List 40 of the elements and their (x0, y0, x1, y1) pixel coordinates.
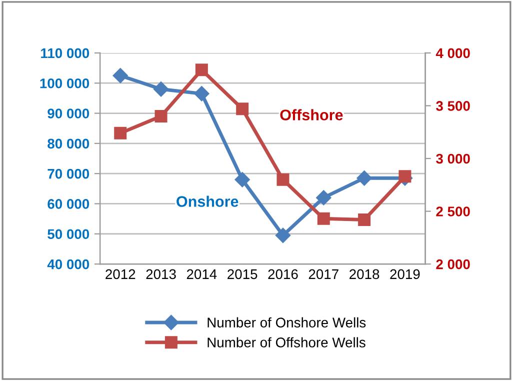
y-tick-label: 90 000 (48, 108, 90, 118)
x-tick-label: 2014 (186, 269, 217, 280)
x-tick-label: 2016 (268, 269, 298, 280)
y2-tick-label: 2 500 (436, 206, 470, 216)
point (276, 173, 290, 186)
point (317, 212, 330, 225)
y-tick-label: 100 000 (40, 78, 90, 88)
y-tick-label: 60 000 (48, 199, 90, 209)
x-tick-label: 2013 (146, 269, 176, 280)
y2-tick-label: 3 000 (436, 154, 470, 164)
y2-tick-label: 4 000 (436, 48, 470, 58)
x-tick-label: 2019 (390, 269, 420, 280)
x-tick-label: 2015 (228, 269, 258, 280)
point (236, 102, 249, 116)
x-tick-label: 2017 (308, 269, 338, 280)
point (316, 190, 332, 206)
point (358, 213, 371, 226)
point (195, 64, 208, 76)
legend-label: Number of Offshore Wells (208, 337, 366, 348)
y2-tick-label: 3 500 (436, 101, 470, 111)
point (154, 110, 168, 123)
point (194, 86, 210, 102)
legend-label: Number of Onshore Wells (208, 317, 366, 328)
y-tick-label: 80 000 (48, 138, 90, 149)
y2-tick-label: 2 000 (436, 259, 470, 270)
point (275, 228, 291, 243)
y-tick-label: 110 000 (41, 48, 90, 58)
point (398, 170, 412, 183)
annotation: Offshore (280, 109, 343, 120)
x-tick-label: 2018 (350, 269, 380, 280)
y-tick-label: 70 000 (48, 168, 90, 179)
point (114, 126, 127, 140)
annotation: Onshore (176, 196, 238, 207)
x-tick-label: 2012 (106, 269, 136, 280)
point (112, 68, 128, 84)
y-tick-label: 40 000 (47, 259, 90, 270)
point (356, 170, 372, 186)
point (234, 172, 250, 188)
point (153, 82, 169, 97)
y-tick-label: 50 000 (48, 229, 90, 240)
